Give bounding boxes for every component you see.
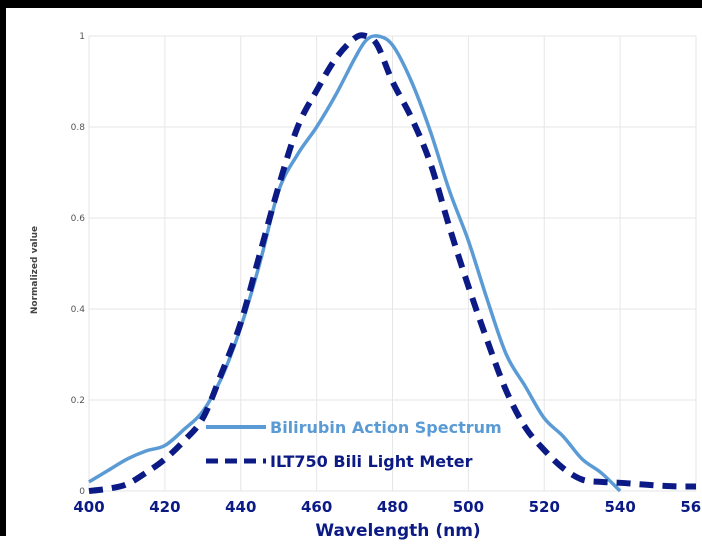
legend-label-series-1: Bilirubin Action Spectrum [270,418,502,437]
y-tick-label-0: 0 [79,487,85,497]
legend: Bilirubin Action Spectrum ILT750 Bili Li… [206,418,502,471]
x-axis-label: Wavelength (nm) [315,521,480,541]
y-tick-label-3: 0.6 [71,214,86,224]
x-tick-label-3: 460 [301,498,332,516]
x-tick-label-1: 420 [149,498,180,516]
series-line-2 [88,32,697,494]
x-tick-label-2: 440 [225,498,256,516]
legend-label-series-2: ILT750 Bili Light Meter [270,452,473,471]
x-axis-ticks: 400 420 440 460 480 500 520 540 560 [73,498,702,516]
y-axis-ticks: 0 0.2 0.4 0.6 0.8 1 [71,32,86,497]
y-tick-label-1: 0.2 [71,396,85,406]
y-tick-label-2: 0.4 [71,305,86,315]
x-tick-label-4: 480 [377,498,408,516]
grid-lines [88,35,697,492]
series-lines [88,32,697,494]
x-tick-label-7: 540 [604,498,635,516]
x-tick-label-8: 560 [680,498,702,516]
x-tick-label-0: 400 [73,498,104,516]
line-chart: 0 0.2 0.4 0.6 0.8 1 400 420 440 460 480 500 520 540 5… [30,32,702,541]
y-axis-label: Normalized value [30,226,40,314]
x-tick-label-6: 520 [529,498,560,516]
x-tick-label-5: 500 [453,498,484,516]
y-tick-label-4: 0.8 [71,123,86,133]
series-line-1 [88,34,622,493]
y-tick-label-5: 1 [79,32,85,42]
